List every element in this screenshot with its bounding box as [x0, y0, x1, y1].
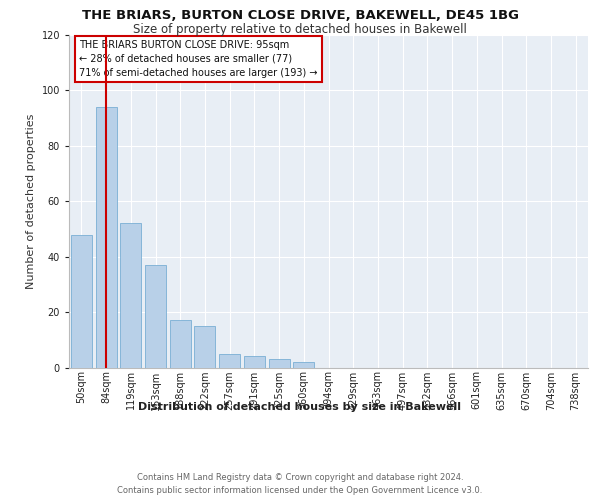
Text: THE BRIARS BURTON CLOSE DRIVE: 95sqm
← 28% of detached houses are smaller (77)
7: THE BRIARS BURTON CLOSE DRIVE: 95sqm ← 2… [79, 40, 318, 78]
Bar [244, 356, 265, 368]
Bar [145, 265, 166, 368]
Bar [71, 234, 92, 368]
Y-axis label: Number of detached properties: Number of detached properties [26, 114, 36, 289]
Text: Distribution of detached houses by size in Bakewell: Distribution of detached houses by size … [139, 402, 461, 412]
Bar [269, 359, 290, 368]
Bar [170, 320, 191, 368]
Text: Size of property relative to detached houses in Bakewell: Size of property relative to detached ho… [133, 22, 467, 36]
Bar [120, 224, 141, 368]
Text: Contains HM Land Registry data © Crown copyright and database right 2024.
Contai: Contains HM Land Registry data © Crown c… [118, 474, 482, 495]
Bar [293, 362, 314, 368]
Text: THE BRIARS, BURTON CLOSE DRIVE, BAKEWELL, DE45 1BG: THE BRIARS, BURTON CLOSE DRIVE, BAKEWELL… [82, 9, 518, 22]
Bar [219, 354, 240, 368]
Bar [194, 326, 215, 368]
Bar [95, 107, 116, 368]
